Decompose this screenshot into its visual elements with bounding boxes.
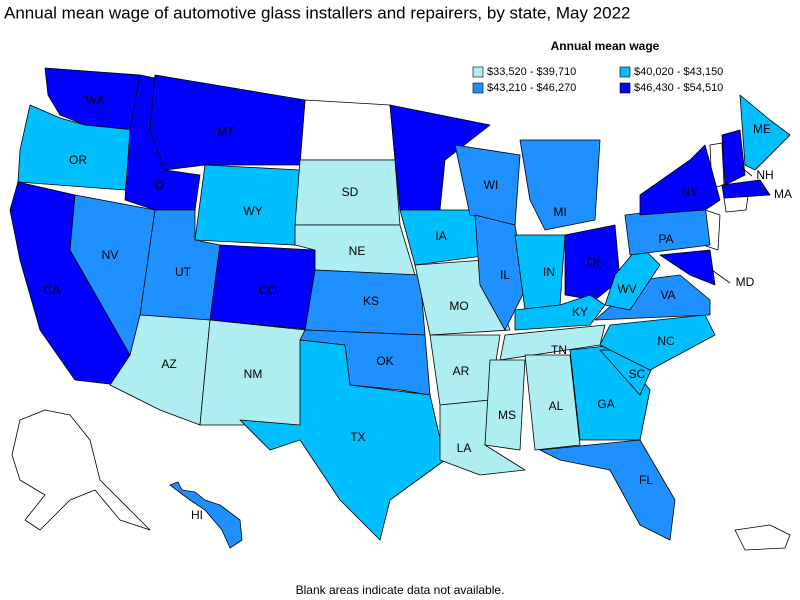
state-label: MI bbox=[553, 205, 566, 219]
map-title: Annual mean wage of automotive glass ins… bbox=[4, 3, 631, 22]
state-label: SD bbox=[342, 185, 359, 199]
legend-swatch bbox=[619, 66, 631, 78]
state-label: OK bbox=[376, 354, 393, 368]
state bbox=[484, 359, 526, 451]
state-label: WV bbox=[617, 282, 636, 296]
state bbox=[659, 249, 716, 286]
leader-line bbox=[711, 269, 731, 284]
state-label: IN bbox=[543, 265, 555, 279]
state bbox=[539, 439, 676, 541]
legend-swatch bbox=[472, 82, 484, 94]
state bbox=[721, 129, 746, 186]
state-label: SC bbox=[629, 367, 646, 381]
legend-label: $40,020 - $43,150 bbox=[634, 66, 723, 78]
state bbox=[389, 104, 491, 211]
state-blank bbox=[734, 524, 791, 551]
state-blank bbox=[299, 99, 396, 161]
state bbox=[239, 339, 446, 541]
state-label: UT bbox=[175, 265, 192, 279]
state-label: CO bbox=[259, 283, 277, 297]
state-label: MS bbox=[498, 408, 516, 422]
state-label: AL bbox=[549, 399, 564, 413]
state-label: AZ bbox=[161, 357, 176, 371]
state-label: NY bbox=[682, 185, 699, 199]
state bbox=[564, 224, 621, 301]
state-label: NV bbox=[102, 248, 119, 262]
state-label: IA bbox=[435, 229, 446, 243]
state-label: LA bbox=[457, 441, 472, 455]
state-label: GA bbox=[597, 397, 614, 411]
state bbox=[169, 481, 243, 549]
leader-line bbox=[737, 164, 753, 177]
state-label: PA bbox=[658, 232, 673, 246]
state-label: TX bbox=[350, 430, 365, 444]
state bbox=[639, 144, 721, 216]
leader-line bbox=[759, 187, 771, 196]
state-label: MO bbox=[449, 299, 468, 313]
state-label: KY bbox=[572, 305, 588, 319]
state-label: KS bbox=[363, 294, 379, 308]
legend-label: $43,210 - $46,270 bbox=[487, 82, 576, 94]
states: WAORCANVIDMTWYUTCOAZNMSDNEKSOKTXMNIAMOAR… bbox=[9, 67, 792, 549]
legend-swatch bbox=[472, 66, 484, 78]
footnote: Blank areas indicate data not available. bbox=[296, 583, 505, 597]
state-label: ID bbox=[152, 178, 164, 192]
state-label: NH bbox=[756, 168, 773, 182]
state-label: WY bbox=[243, 204, 262, 218]
state-label: VA bbox=[660, 288, 675, 302]
state-blank bbox=[723, 195, 749, 213]
legend-swatch bbox=[619, 82, 631, 94]
state bbox=[739, 94, 791, 171]
state-label: MD bbox=[736, 275, 755, 289]
legend-label: $33,520 - $39,710 bbox=[487, 66, 576, 78]
blank-areas bbox=[11, 99, 791, 551]
state-label: IL bbox=[500, 268, 510, 282]
state bbox=[514, 234, 566, 311]
legend: $33,520 - $39,710 $40,020 - $43,150 $43,21… bbox=[472, 66, 723, 94]
legend-label: $46,430 - $54,510 bbox=[634, 82, 723, 94]
legend-title: Annual mean wage bbox=[551, 39, 660, 53]
state bbox=[149, 74, 306, 171]
state bbox=[519, 139, 601, 231]
state-label: OR bbox=[69, 153, 87, 167]
state-label: OH bbox=[587, 255, 605, 269]
state-label: TN bbox=[551, 343, 567, 357]
state-label: MT bbox=[217, 125, 235, 139]
state bbox=[524, 354, 581, 451]
state-label: ME bbox=[753, 122, 771, 136]
state-blank bbox=[11, 409, 151, 531]
state-label: FL bbox=[639, 473, 653, 487]
state bbox=[599, 314, 716, 371]
state-label: NE bbox=[349, 244, 366, 258]
state-label: WA bbox=[86, 93, 105, 107]
state-label: NC bbox=[657, 334, 675, 348]
state-label: WI bbox=[484, 178, 499, 192]
state-label: AR bbox=[453, 364, 470, 378]
state-label: MA bbox=[774, 187, 792, 201]
state-label: HI bbox=[191, 508, 203, 522]
state-label: NM bbox=[244, 367, 263, 381]
state-label: CA bbox=[44, 283, 61, 297]
